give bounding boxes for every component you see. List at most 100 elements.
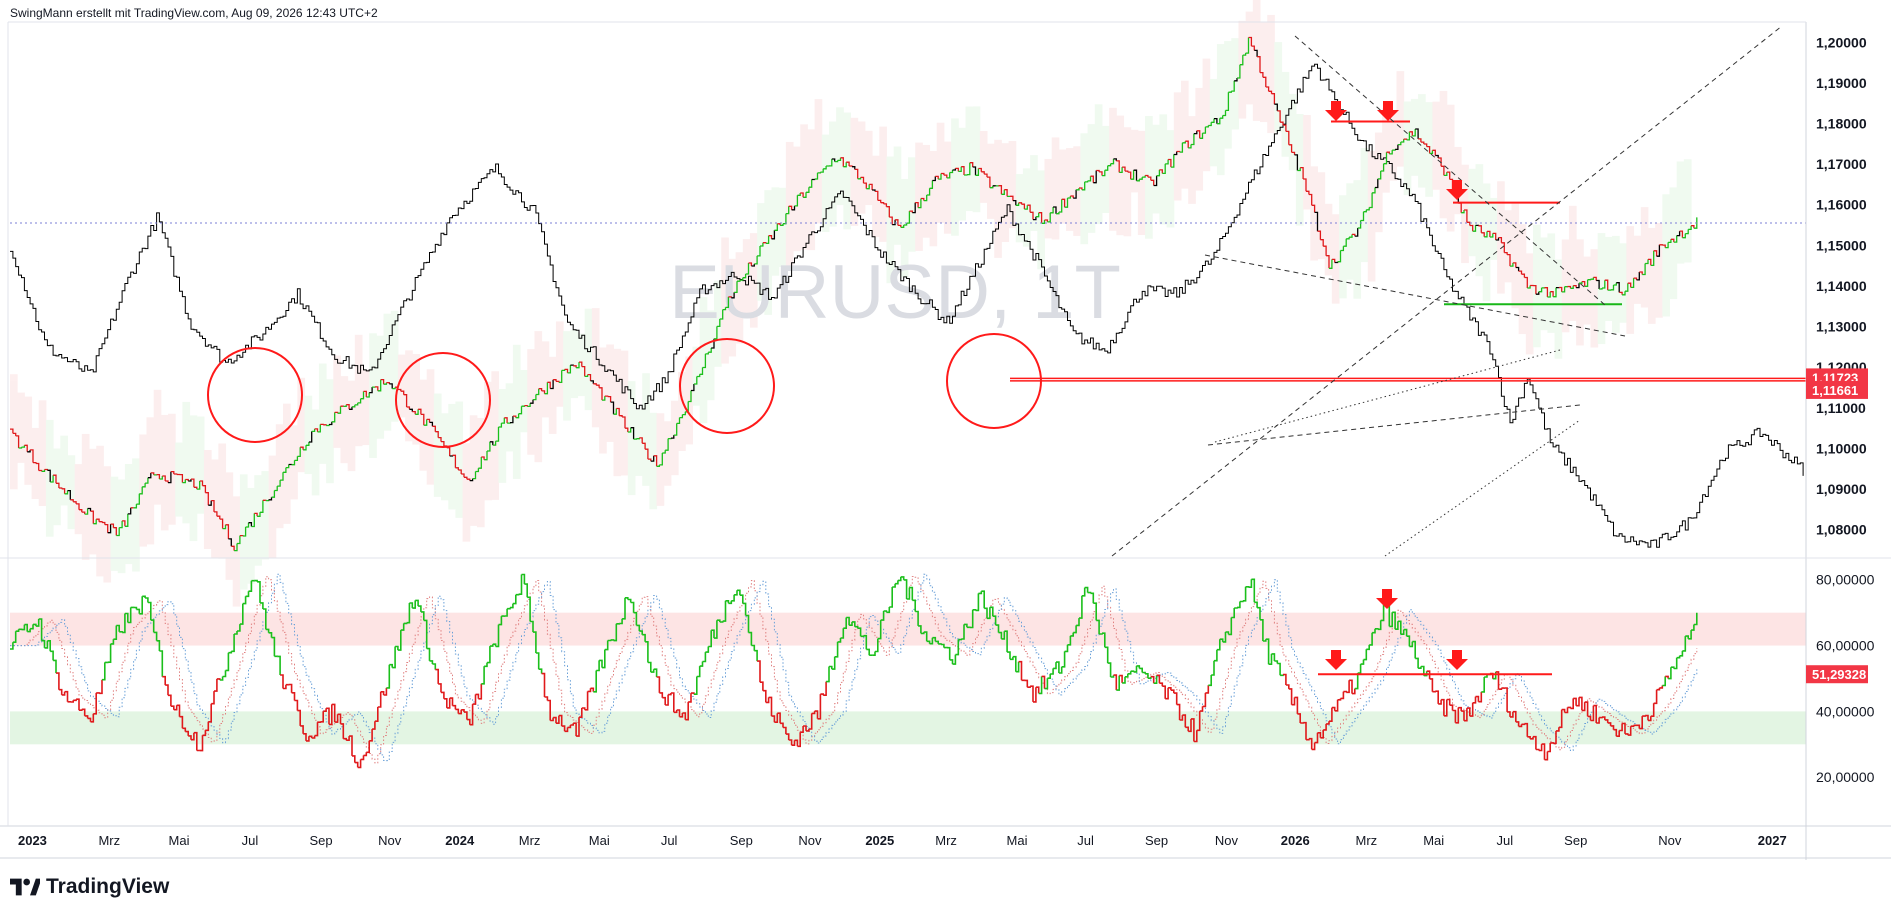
oscillator-segment <box>93 692 97 715</box>
oscillator-segment <box>1659 685 1664 689</box>
cloud-bar <box>67 455 76 530</box>
oscillator-segment <box>61 691 66 696</box>
oscillator-segment <box>21 624 26 631</box>
down-arrow-icon[interactable] <box>1325 101 1347 121</box>
oscillator-segment <box>1211 660 1215 676</box>
overlay-segment <box>811 178 816 181</box>
oscillator-segment <box>110 639 115 645</box>
overlay-segment <box>196 481 201 490</box>
time-tick-label: Mrz <box>98 833 120 848</box>
cloud-bar <box>520 370 528 433</box>
oscillator-segment <box>1403 628 1408 637</box>
oscillator-segment <box>1030 685 1034 702</box>
oscillator-segment <box>1452 709 1457 723</box>
overlay-segment <box>211 499 215 512</box>
oscillator-segment <box>751 644 756 651</box>
overlay-segment <box>504 417 508 424</box>
cloud-bar <box>1310 166 1318 261</box>
overlay-segment <box>1510 262 1514 267</box>
overlay-segment <box>30 449 34 463</box>
oscillator-segment <box>294 699 299 711</box>
down-arrow-icon[interactable] <box>1377 101 1399 121</box>
oscillator-segment <box>1535 748 1540 751</box>
overlay-segment <box>70 499 74 502</box>
overlay-segment <box>1596 279 1600 289</box>
oscillator-segment <box>153 631 158 641</box>
oscillator-segment <box>889 587 893 608</box>
oscillator-segment <box>788 739 793 746</box>
oscillator-segment <box>423 619 428 649</box>
overlay-segment <box>173 473 178 475</box>
overlay-segment <box>808 179 813 188</box>
highlight-circle[interactable] <box>679 338 775 434</box>
price-tick-label: 1,20000 <box>1816 34 1867 50</box>
cloud-bar <box>814 99 823 224</box>
oscillator-segment <box>1397 620 1402 635</box>
oscillator-segment <box>533 631 537 653</box>
dashed-trendline[interactable] <box>1207 404 1581 446</box>
oscillator-segment <box>162 675 166 686</box>
highlight-circle[interactable] <box>946 333 1042 429</box>
oscillator-segment <box>297 709 301 726</box>
overlay-segment <box>409 408 413 412</box>
oscillator-segment <box>1679 650 1684 657</box>
oscillator-segment <box>495 624 500 648</box>
overlay-segment <box>1081 181 1086 191</box>
overlay-segment <box>380 378 385 385</box>
oscillator-segment <box>466 718 471 725</box>
down-arrow-icon[interactable] <box>1446 180 1468 200</box>
overlay-segment <box>972 166 977 176</box>
oscillator-segment <box>314 722 319 737</box>
overlay-segment <box>1679 230 1684 238</box>
drawing-annotations[interactable] <box>10 25 1806 676</box>
dotted-channel-line[interactable] <box>1214 349 1561 443</box>
signal-line-2 <box>10 573 1698 762</box>
oscillator-segment <box>708 630 712 648</box>
oscillator-segment <box>607 639 612 642</box>
dotted-channel-line[interactable] <box>1384 419 1581 557</box>
highlight-circle[interactable] <box>395 352 491 448</box>
cloud-bar <box>1094 104 1103 225</box>
overlay-segment <box>10 428 14 434</box>
down-arrow-icon[interactable] <box>1376 589 1398 609</box>
tradingview-footer[interactable]: TradingView <box>10 875 169 899</box>
cloud-bar <box>778 187 787 268</box>
dashed-trendline[interactable] <box>1111 25 1783 557</box>
overlay-segment <box>627 427 632 433</box>
oscillator-segment <box>1176 703 1181 720</box>
cloud-bar <box>1252 0 1261 121</box>
cloud-bar <box>232 496 241 607</box>
down-arrow-icon[interactable] <box>1446 650 1468 670</box>
cloud-bar <box>1633 235 1642 304</box>
overlay-segment <box>47 469 51 482</box>
time-tick-label: 2026 <box>1281 833 1310 848</box>
oscillator-segment <box>866 648 870 656</box>
oscillator-segment <box>975 593 980 612</box>
oscillator-segment <box>481 666 485 685</box>
cloud-bar <box>886 156 895 284</box>
oscillator-segment <box>527 596 531 622</box>
down-arrow-icon[interactable] <box>1325 650 1347 670</box>
overlay-segment <box>1093 170 1097 184</box>
oscillator-segment <box>409 602 414 609</box>
highlight-circle[interactable] <box>207 347 303 443</box>
oscillator-segment <box>1265 638 1270 665</box>
dashed-trendline[interactable] <box>1294 35 1606 306</box>
oscillator-segment <box>987 607 991 620</box>
overlay-segment <box>693 376 698 385</box>
cloud-bar <box>1561 239 1570 333</box>
oscillator-segment <box>1219 638 1224 642</box>
overlay-segment <box>987 176 991 188</box>
cloud-bar <box>53 448 61 526</box>
overlay-segment <box>1041 220 1046 224</box>
oscillator-segment <box>1320 729 1324 739</box>
cloud-bar <box>1202 58 1211 172</box>
overlay-segment <box>1673 235 1678 243</box>
overlay-segment <box>412 410 416 415</box>
overlay-segment <box>1268 90 1273 94</box>
oscillator-segment <box>102 662 106 681</box>
oscillator-segment <box>777 712 781 724</box>
overlay-segment <box>208 500 212 506</box>
overlay-segment <box>673 423 678 436</box>
